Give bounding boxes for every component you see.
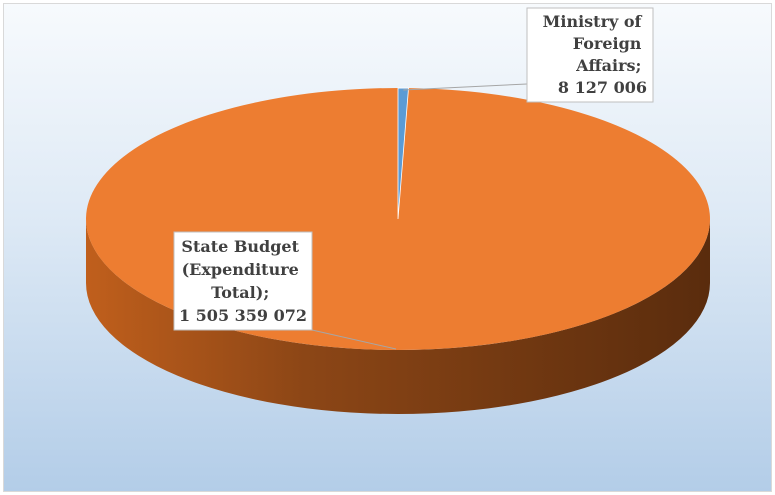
label-text-ministry: Ministry of Foreign Affairs; 8 127 006 — [543, 12, 647, 97]
label-line: Total); — [211, 283, 269, 302]
label-line: Ministry of — [543, 12, 643, 31]
pie-chart: State Budget (Expenditure Total); 1 505 … — [86, 7, 710, 414]
pie-side-wall — [86, 219, 710, 414]
label-line: (Expenditure — [182, 260, 299, 279]
value-label: 8 127 006 — [558, 78, 647, 97]
value-label: 1 505 359 072 — [179, 306, 307, 325]
label-box-ministry — [526, 7, 654, 103]
data-label-state-budget: State Budget (Expenditure Total); 1 505 … — [173, 231, 397, 350]
leader-line-ministry — [403, 83, 528, 91]
label-text-state-budget: State Budget (Expenditure Total); 1 505 … — [179, 237, 307, 325]
leader-line-state-budget — [311, 329, 397, 350]
pie-slice-ministry-foreign-affairs — [397, 87, 409, 220]
chart-area: State Budget (Expenditure Total); 1 505 … — [3, 3, 772, 492]
data-label-ministry-foreign-affairs: Ministry of Foreign Affairs; 8 127 006 — [403, 7, 654, 103]
label-line: Affairs; — [575, 56, 641, 75]
label-line: Foreign — [573, 34, 642, 53]
label-line: State Budget — [181, 237, 299, 256]
label-box-state-budget — [173, 231, 313, 331]
